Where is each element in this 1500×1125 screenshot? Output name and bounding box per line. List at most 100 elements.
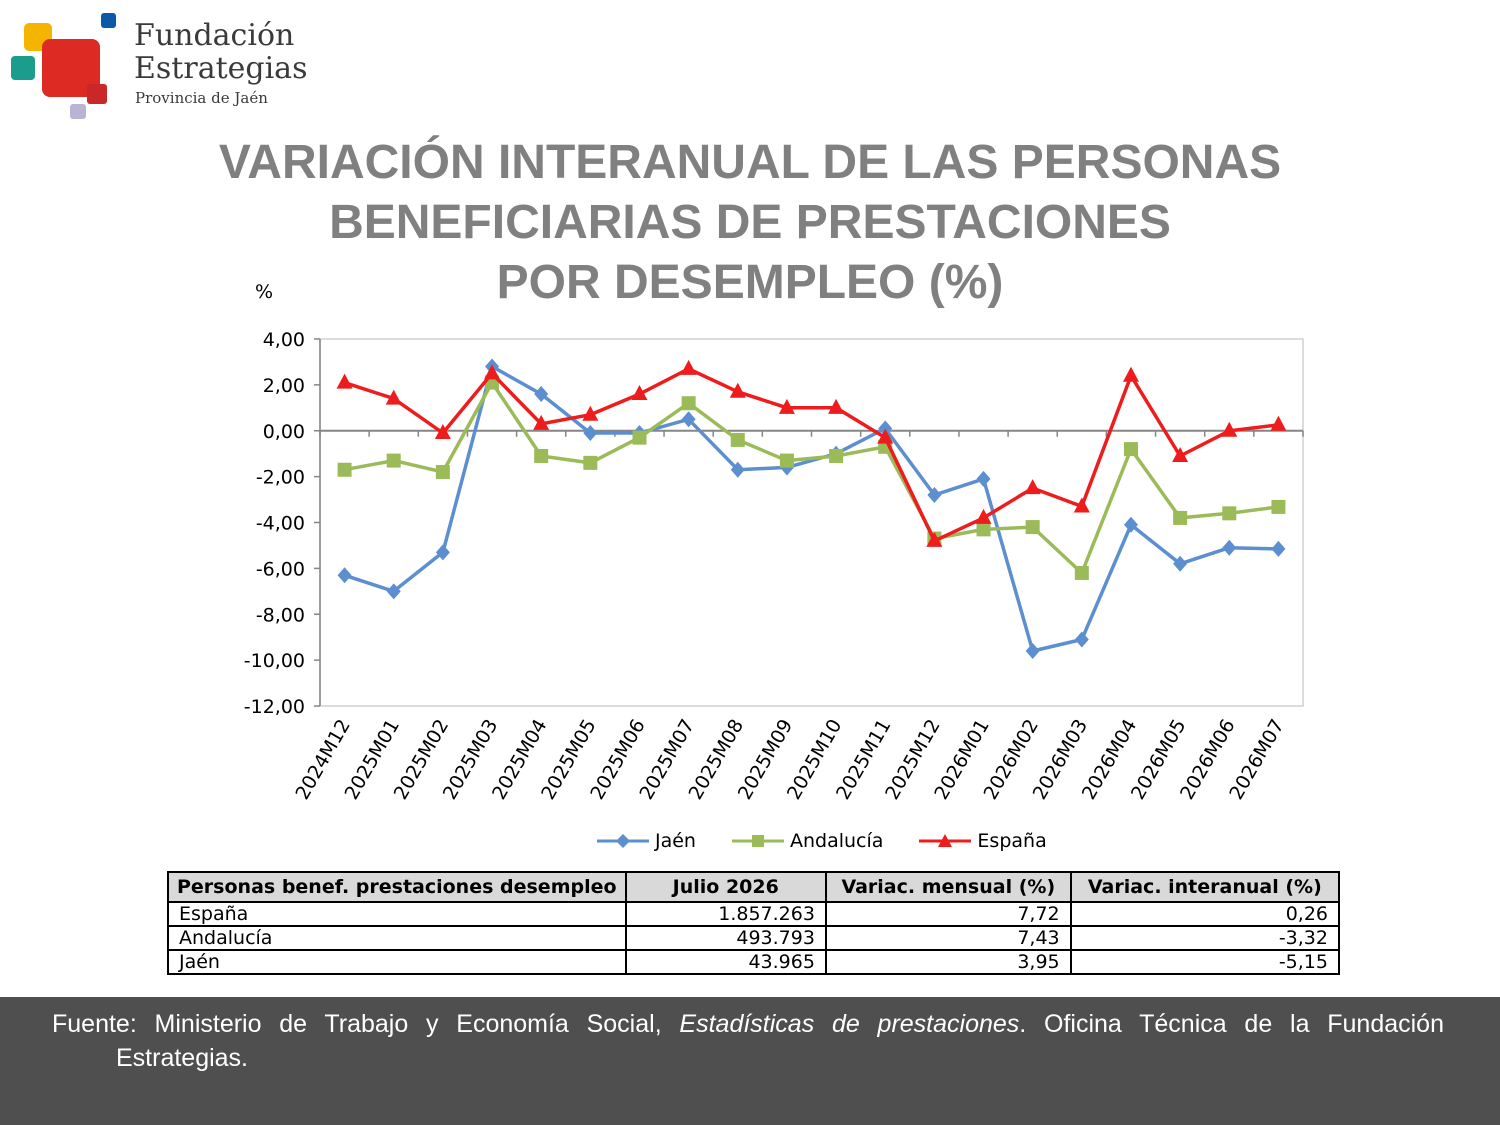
table-cell-monthly: 3,95 bbox=[824, 949, 1072, 975]
source-line-2: Estrategias. bbox=[116, 1044, 249, 1072]
table-header-row: Personas benef. prestaciones desempleo J… bbox=[167, 871, 1341, 903]
page-title-line3: POR DESEMPLEO (%) bbox=[496, 256, 1004, 309]
data-point-espana bbox=[434, 424, 451, 440]
data-point-jaen bbox=[1025, 642, 1040, 659]
data-point-espana bbox=[385, 389, 402, 405]
series-line-jaen bbox=[344, 364, 1279, 653]
legend-swatch-jaen bbox=[597, 834, 649, 848]
line-chart: 4,00 2,00 0,00 -2,00 -4,00 -6,00 -8,00 -10,00 -1… bbox=[244, 329, 1304, 804]
data-point-jaen bbox=[1123, 516, 1138, 533]
logo-text-line1: Fundación bbox=[134, 18, 295, 53]
data-point-andalucia bbox=[681, 396, 696, 411]
y-tick-label: -8,00 bbox=[256, 604, 305, 626]
y-tick-label: 4,00 bbox=[263, 329, 305, 351]
legend-item-jaen: Jaén bbox=[595, 830, 696, 852]
source-prefix: Fuente: Ministerio de Trabajo y Economía… bbox=[52, 1010, 680, 1038]
series-line-andalucia bbox=[344, 380, 1279, 575]
data-point-andalucia bbox=[386, 453, 401, 468]
data-point-espana bbox=[1024, 479, 1041, 495]
plot-area bbox=[319, 338, 1304, 707]
data-point-andalucia bbox=[1222, 506, 1237, 521]
y-tick-label: -4,00 bbox=[256, 513, 305, 535]
legend-label-andalucia: Andalucía bbox=[789, 830, 884, 852]
y-tick-label: -12,00 bbox=[244, 696, 305, 718]
page-title: VARIACIÓN INTERANUAL DE LAS PERSONAS BEN… bbox=[150, 133, 1350, 313]
page-title-line1: VARIACIÓN INTERANUAL DE LAS PERSONAS bbox=[218, 136, 1282, 189]
data-point-jaen bbox=[1173, 555, 1188, 572]
table-cell-yearly: 0,26 bbox=[1069, 901, 1341, 927]
source-suffix: . Oficina Técnica de la Fundación bbox=[1019, 1010, 1444, 1038]
y-tick-label: 0,00 bbox=[263, 421, 305, 443]
table-cell-region: España bbox=[167, 901, 627, 927]
y-tick-label: 2,00 bbox=[263, 375, 305, 397]
table-cell-yearly: -5,15 bbox=[1069, 949, 1341, 975]
series-line-espana bbox=[344, 367, 1279, 543]
data-point-jaen bbox=[730, 461, 745, 478]
legend-swatch-espana bbox=[919, 834, 972, 847]
data-point-jaen bbox=[534, 386, 549, 403]
data-point-andalucia bbox=[1271, 499, 1286, 514]
table-header-cell: Personas benef. prestaciones desempleo bbox=[167, 871, 627, 903]
data-point-andalucia bbox=[632, 430, 647, 445]
table-cell-monthly: 7,43 bbox=[824, 925, 1072, 951]
y-tick-label: -2,00 bbox=[256, 467, 305, 489]
data-point-jaen bbox=[386, 583, 401, 600]
logo-text-line2: Estrategias bbox=[134, 51, 308, 86]
table-cell-yearly: -3,32 bbox=[1069, 925, 1341, 951]
table-cell-region: Jaén bbox=[167, 949, 627, 975]
data-point-andalucia bbox=[435, 465, 450, 480]
data-point-espana bbox=[484, 364, 501, 380]
data-point-andalucia bbox=[779, 453, 794, 468]
data-point-jaen bbox=[878, 420, 893, 437]
logo: Fundación Estrategias Provincia de Jaén bbox=[0, 0, 320, 130]
table-cell-monthly: 7,72 bbox=[824, 901, 1072, 927]
data-point-espana bbox=[1073, 497, 1090, 513]
data-point-espana bbox=[336, 373, 353, 389]
data-point-andalucia bbox=[583, 455, 598, 470]
data-point-jaen bbox=[337, 567, 352, 584]
logo-text-line3: Provincia de Jaén bbox=[135, 89, 268, 107]
legend-label-jaen: Jaén bbox=[655, 830, 696, 852]
legend-item-espana: España bbox=[917, 830, 1047, 852]
data-point-andalucia bbox=[829, 448, 844, 463]
data-point-andalucia bbox=[1173, 510, 1188, 525]
source-line-1: Fuente: Ministerio de Trabajo y Economía… bbox=[52, 1007, 1444, 1041]
table-cell-value: 493.793 bbox=[624, 925, 827, 951]
summary-table: Personas benef. prestaciones desempleo J… bbox=[167, 871, 1341, 975]
data-point-espana bbox=[926, 531, 943, 547]
data-point-espana bbox=[828, 398, 845, 414]
source-footer: Fuente: Ministerio de Trabajo y Economía… bbox=[0, 997, 1500, 1125]
data-point-jaen bbox=[1074, 631, 1089, 648]
data-point-espana bbox=[1270, 415, 1287, 431]
table-cell-value: 1.857.263 bbox=[624, 901, 827, 927]
y-tick-label: -6,00 bbox=[256, 558, 305, 580]
data-point-jaen bbox=[927, 486, 942, 503]
data-point-andalucia bbox=[1123, 442, 1138, 457]
data-point-espana bbox=[1172, 446, 1189, 462]
table-row: España 1.857.263 7,72 0,26 bbox=[167, 901, 1341, 927]
table-header-cell: Variac. mensual (%) bbox=[824, 871, 1072, 903]
data-point-jaen bbox=[1222, 539, 1237, 556]
source-italic-title: Estadísticas de prestaciones bbox=[679, 1010, 1020, 1038]
table-cell-value: 43.965 bbox=[624, 949, 827, 975]
data-point-andalucia bbox=[976, 522, 991, 537]
table-header-cell: Variac. interanual (%) bbox=[1069, 871, 1341, 903]
legend-item-andalucia: Andalucía bbox=[730, 830, 883, 852]
logo-mark bbox=[11, 13, 116, 119]
data-point-espana bbox=[1122, 366, 1139, 382]
table-cell-region: Andalucía bbox=[167, 925, 627, 951]
table-row: Jaén 43.965 3,95 -5,15 bbox=[167, 949, 1341, 975]
table-row: Andalucía 493.793 7,43 -3,32 bbox=[167, 925, 1341, 951]
data-point-andalucia bbox=[534, 448, 549, 463]
data-point-andalucia bbox=[337, 462, 352, 477]
data-point-espana bbox=[975, 508, 992, 524]
data-point-jaen bbox=[583, 425, 598, 442]
data-point-espana bbox=[533, 414, 550, 430]
data-point-espana bbox=[729, 382, 746, 398]
legend-label-espana: España bbox=[977, 830, 1047, 852]
data-point-espana bbox=[680, 359, 697, 375]
chart-legend: Jaén Andalucía España bbox=[595, 828, 1081, 854]
data-point-jaen bbox=[435, 544, 450, 561]
data-point-andalucia bbox=[1074, 565, 1089, 580]
data-point-espana bbox=[582, 405, 599, 421]
